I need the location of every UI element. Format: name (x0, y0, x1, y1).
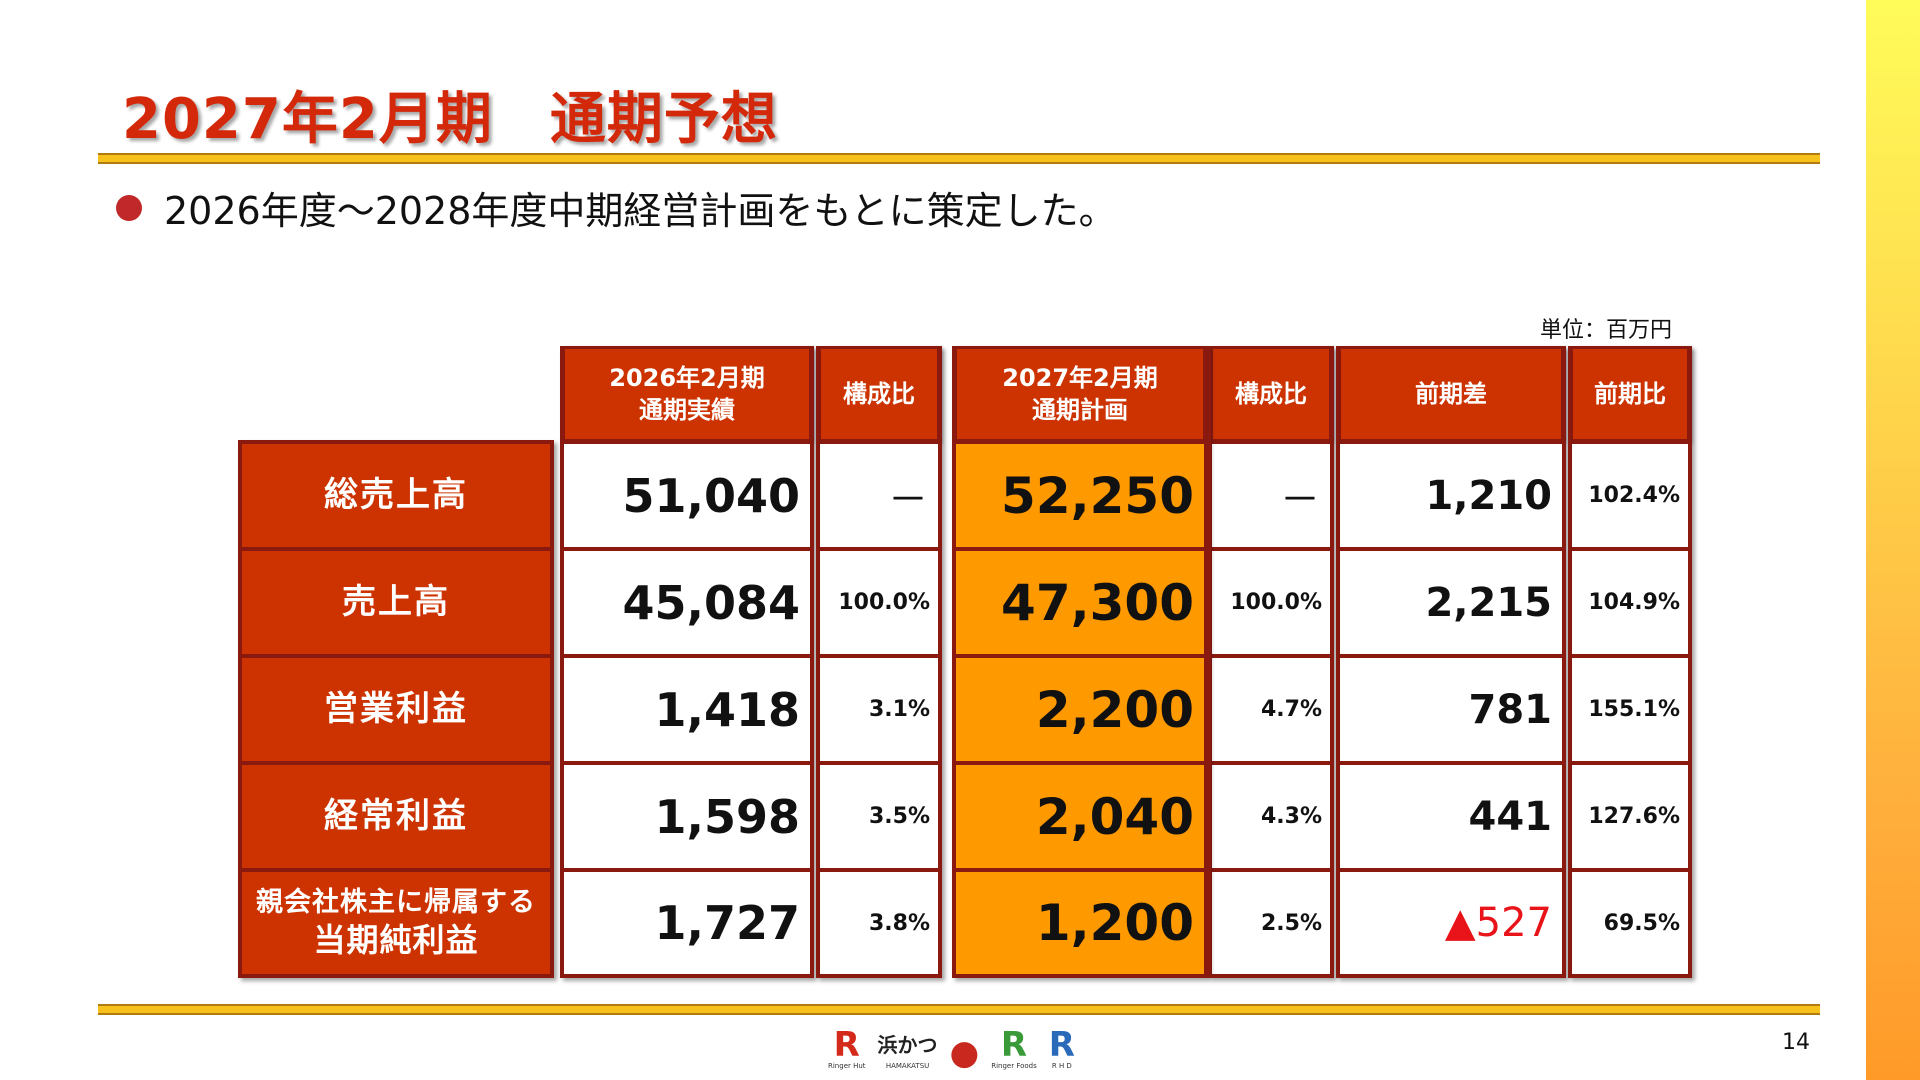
cell-ratio2-sales: 100.0% (1210, 549, 1332, 656)
header-ratio1: 構成比 (818, 346, 940, 442)
cell-actual-total-sales: 51,040 (562, 442, 812, 549)
cell-diff-sales: 2,215 (1338, 549, 1564, 656)
header-actual: 2026年2月期 通期実績 (562, 346, 812, 442)
cell-yoy-ordinary-profit: 127.6% (1570, 763, 1690, 870)
hamakatsu-logo-caption: HAMAKATSU (885, 1062, 930, 1070)
cell-plan-operating-profit: 2,200 (954, 656, 1206, 763)
cell-plan-ordinary-profit: 2,040 (954, 763, 1206, 870)
cell-diff-net-income: ▲527 (1338, 870, 1564, 976)
bullet-dot-icon (116, 194, 142, 221)
cell-ratio2-net-income: 2.5% (1210, 870, 1332, 976)
unit-label: 単位：百万円 (1540, 318, 1673, 343)
rhd-logo: R R H D (1049, 1028, 1075, 1070)
bullet-text: 2026年度～2028年度中期経営計画をもとに策定した。 (164, 189, 1117, 233)
ringer-foods-logo-mark: R (1000, 1025, 1028, 1065)
rhd-logo-caption: R H D (1051, 1062, 1072, 1070)
ringer-foods-logo-caption: Ringer Foods (991, 1062, 1037, 1070)
header-plan: 2027年2月期 通期計画 (954, 346, 1206, 442)
bullet-point: 2026年度～2028年度中期経営計画をもとに策定した。 (116, 180, 1117, 235)
cell-ratio1-ordinary-profit: 3.5% (818, 763, 940, 870)
header-actual-line1: 2026年2月期 (609, 363, 765, 392)
cell-actual-operating-profit: 1,418 (562, 656, 812, 763)
header-ratio1-label: 構成比 (843, 379, 915, 408)
cell-plan-net-income: 1,200 (954, 870, 1206, 976)
cell-yoy-total-sales: 102.4% (1570, 442, 1690, 549)
footer-logos: R Ringer Hut 浜かつ HAMAKATSU ● R Ringer Fo… (828, 1028, 1075, 1070)
cell-yoy-net-income: 69.5% (1570, 870, 1690, 976)
cell-ratio1-total-sales: － (818, 442, 940, 549)
header-ratio2: 構成比 (1210, 346, 1332, 442)
round-seal-logo: ● (950, 1036, 980, 1070)
cell-diff-operating-profit: 781 (1338, 656, 1564, 763)
rhd-logo-mark: R (1048, 1025, 1075, 1065)
footer-rule (98, 1004, 1820, 1015)
row-label-net-income-line1: 親会社株主に帰属する (256, 886, 536, 918)
hamakatsu-logo: 浜かつ HAMAKATSU (878, 1028, 938, 1070)
cell-ratio1-operating-profit: 3.1% (818, 656, 940, 763)
hamakatsu-logo-mark: 浜かつ (877, 1033, 938, 1057)
header-yoy: 前期比 (1570, 346, 1690, 442)
cell-ratio2-total-sales: － (1210, 442, 1332, 549)
cell-actual-net-income: 1,727 (562, 870, 812, 976)
header-plan-line1: 2027年2月期 (1002, 363, 1158, 392)
cell-ratio2-operating-profit: 4.7% (1210, 656, 1332, 763)
ringer-hut-logo-mark: R (833, 1025, 860, 1065)
cell-yoy-operating-profit: 155.1% (1570, 656, 1690, 763)
cell-plan-sales: 47,300 (954, 549, 1206, 656)
row-label-sales: 売上高 (240, 549, 552, 656)
row-label-net-income: 親会社株主に帰属する 当期純利益 (240, 870, 552, 976)
row-label-ordinary-profit: 経常利益 (240, 763, 552, 870)
cell-diff-ordinary-profit: 441 (1338, 763, 1564, 870)
ringer-foods-logo: R Ringer Foods (991, 1028, 1037, 1070)
cell-plan-total-sales: 52,250 (954, 442, 1206, 549)
ringer-hut-logo-caption: Ringer Hut (828, 1062, 866, 1070)
header-diff: 前期差 (1338, 346, 1564, 442)
cell-ratio2-ordinary-profit: 4.3% (1210, 763, 1332, 870)
cell-actual-sales: 45,084 (562, 549, 812, 656)
cell-ratio1-sales: 100.0% (818, 549, 940, 656)
row-label-net-income-line2: 当期純利益 (313, 920, 479, 959)
title-underline-rule (98, 153, 1820, 164)
row-label-total-sales: 総売上高 (240, 442, 552, 549)
row-label-operating-profit: 営業利益 (240, 656, 552, 763)
header-actual-line2: 通期実績 (639, 396, 735, 424)
page-number: 14 (1782, 1030, 1810, 1055)
slide-title: 2027年2月期 通期予想 (122, 87, 778, 152)
round-seal-logo-mark: ● (949, 1033, 980, 1073)
cell-diff-total-sales: 1,210 (1338, 442, 1564, 549)
header-ratio2-label: 構成比 (1235, 379, 1307, 408)
cell-ratio1-net-income: 3.8% (818, 870, 940, 976)
header-yoy-label: 前期比 (1594, 379, 1666, 408)
cell-actual-ordinary-profit: 1,598 (562, 763, 812, 870)
header-plan-line2: 通期計画 (1032, 396, 1128, 424)
cell-yoy-sales: 104.9% (1570, 549, 1690, 656)
header-diff-label: 前期差 (1415, 379, 1487, 408)
ringer-hut-logo: R Ringer Hut (828, 1028, 866, 1070)
side-gradient-band (1866, 0, 1920, 1080)
